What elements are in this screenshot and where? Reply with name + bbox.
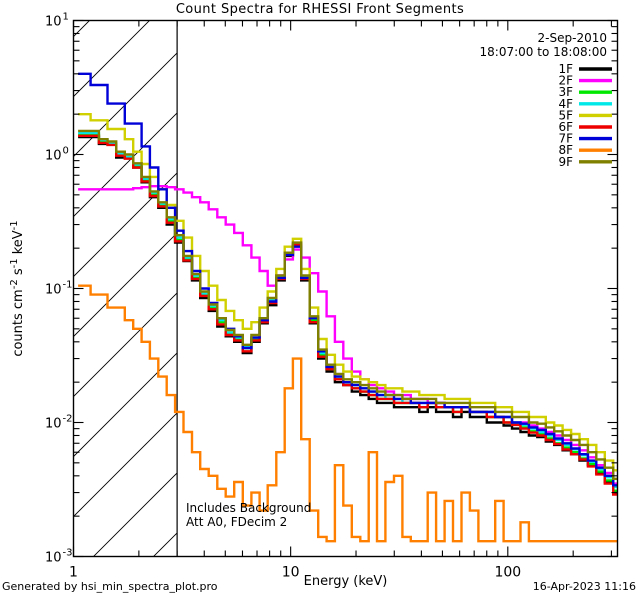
y-tick-label-4-text: 10 (45, 15, 62, 30)
y-tick-label-2: 10 -1 (45, 280, 73, 298)
x-tick-label: 100 (494, 565, 521, 581)
y-tick-label-1-text: 10 (45, 417, 62, 432)
series-group (78, 72, 618, 543)
series-line-2F (78, 185, 618, 485)
axis-ticks (72, 19, 618, 558)
series-line-6F (78, 134, 618, 496)
series-line-5F (78, 113, 618, 472)
hatch-line (152, 532, 178, 557)
footer-timestamp: 16-Apr-2023 11:16 (532, 580, 636, 593)
x-tick-label: 1 (69, 565, 78, 581)
legend-label-2F: 2F (558, 74, 573, 88)
note-att-fdecim: Att A0, FDecim 2 (186, 515, 287, 529)
annotation-time-range: 18:07:00 to 18:08:00 (480, 45, 607, 59)
legend-label-8F: 8F (558, 143, 573, 157)
hatch-line (73, 20, 91, 37)
hatch-line (73, 292, 178, 397)
legend-label-5F: 5F (558, 108, 573, 122)
y-tick-label-1: 10 -2 (45, 414, 73, 432)
annotation-date: 2-Sep-2010 (538, 31, 607, 45)
y-tick-label-0-exp: -3 (63, 548, 73, 559)
note-includes-background: Includes Background (186, 501, 311, 515)
legend-label-6F: 6F (558, 120, 573, 134)
footer-generated-by: Generated by hsi_min_spectra_plot.pro (2, 580, 218, 593)
plot-frame (72, 19, 619, 558)
hatch-line (73, 112, 178, 217)
y-axis-title: counts cm-2 s-1 keV-1 (9, 220, 27, 356)
y-tick-label-1-exp: -2 (63, 414, 73, 425)
hatch-line (74, 593, 178, 600)
legend-label-1F: 1F (558, 62, 573, 76)
legend-label-9F: 9F (558, 155, 573, 169)
hatched-region (73, 20, 178, 600)
series-line-8F (78, 284, 618, 543)
y-tick-label-2-exp: -1 (63, 280, 73, 291)
legend-label-3F: 3F (558, 85, 573, 99)
hatch-line (73, 232, 178, 337)
hatch-line (92, 472, 178, 557)
y-tick-label-3-text: 10 (45, 149, 62, 164)
y-tick-label-0-text: 10 (45, 551, 62, 566)
y-tick-label-2-text: 10 (45, 283, 62, 298)
y-tick-label-0: 10 -3 (45, 548, 73, 566)
y-tick-label-4-exp: 1 (63, 12, 69, 23)
hatch-line (73, 412, 178, 517)
legend-label-4F: 4F (558, 97, 573, 111)
x-tick-label: 10 (282, 565, 300, 581)
legend-label-7F: 7F (558, 132, 573, 146)
y-tick-label-3: 10 0 (45, 146, 69, 164)
hatch-line (73, 20, 151, 97)
y-tick-label-3-exp: 0 (63, 146, 69, 157)
hatch-line (73, 352, 178, 457)
y-tick-label-4: 10 1 (45, 12, 69, 30)
series-line-9F (78, 129, 618, 480)
page-title: Count Spectra for RHESSI Front Segments (175, 2, 465, 17)
x-axis-title: Energy (keV) (304, 574, 388, 589)
